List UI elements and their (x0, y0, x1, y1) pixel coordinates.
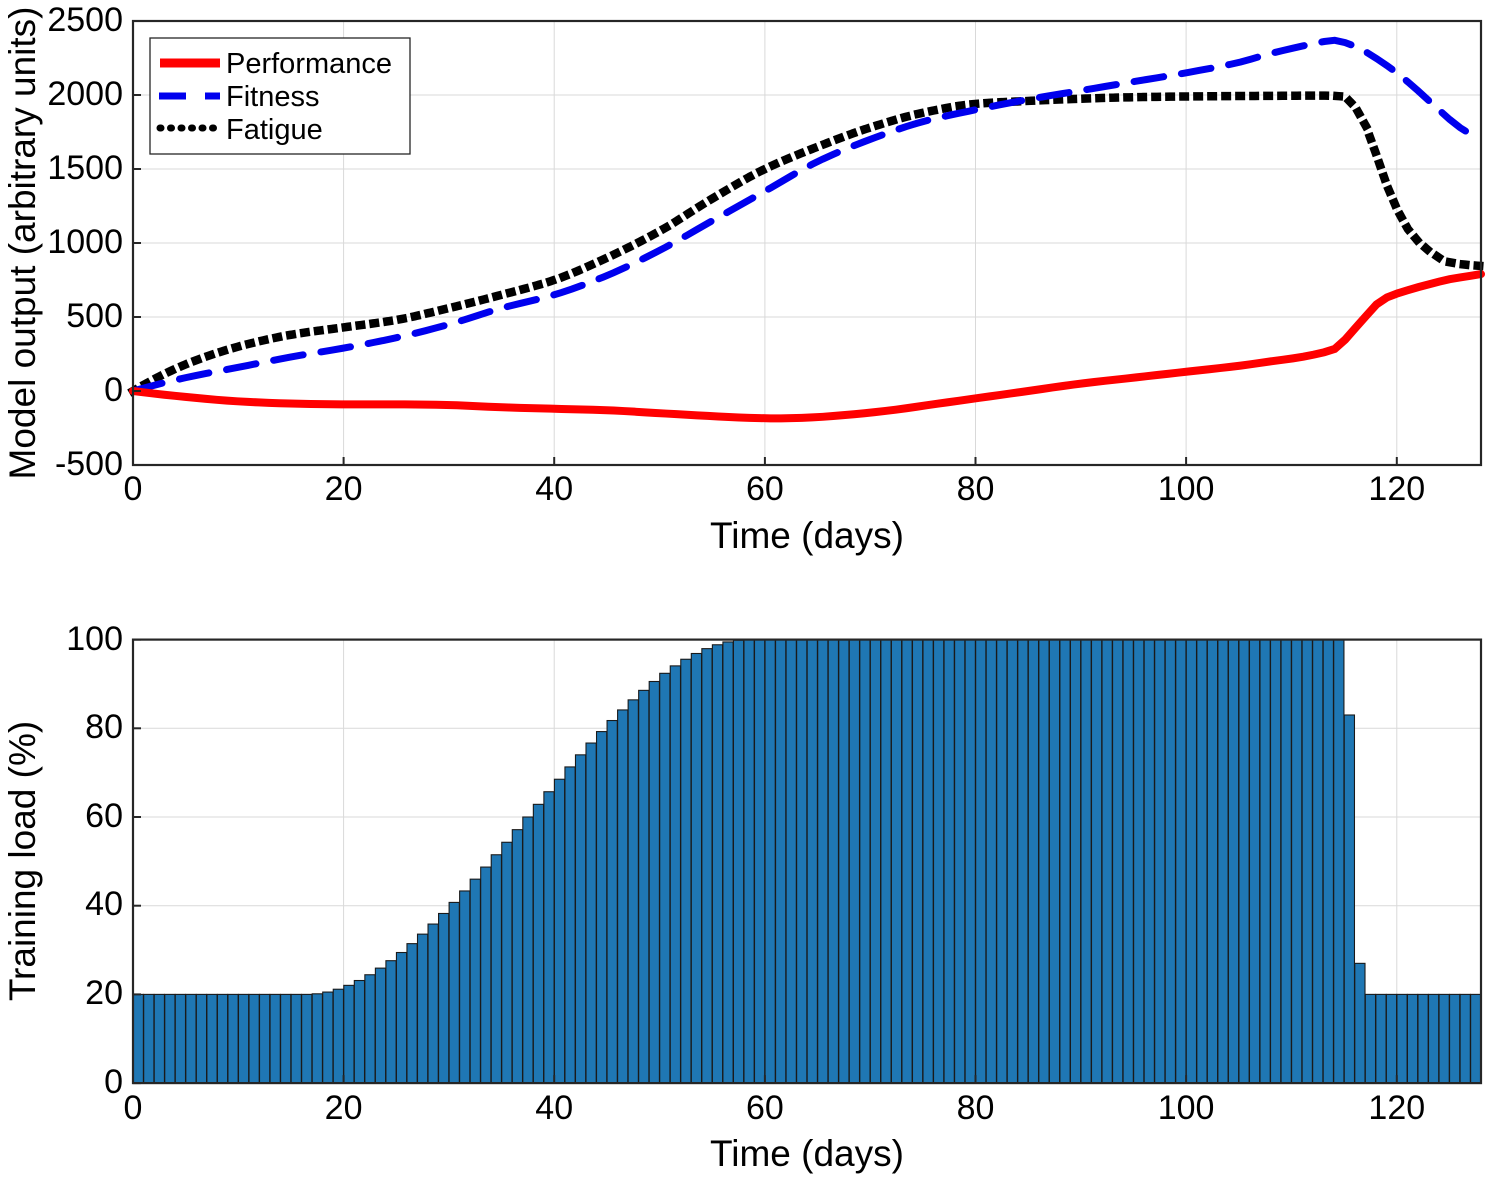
svg-text:20: 20 (325, 470, 363, 508)
svg-text:80: 80 (957, 1089, 995, 1127)
svg-text:120: 120 (1368, 1089, 1425, 1127)
svg-text:80: 80 (85, 708, 123, 746)
svg-text:Training load (%): Training load (%) (2, 721, 43, 1001)
svg-text:Model output (arbitrary units): Model output (arbitrary units) (2, 7, 43, 480)
svg-text:0: 0 (124, 1089, 143, 1127)
svg-text:40: 40 (85, 885, 123, 923)
svg-text:100: 100 (1158, 1089, 1215, 1127)
svg-text:0: 0 (104, 1063, 123, 1101)
svg-text:100: 100 (1158, 470, 1215, 508)
svg-text:20: 20 (325, 1089, 363, 1127)
svg-text:Time (days): Time (days) (710, 515, 904, 556)
svg-text:2500: 2500 (47, 1, 123, 39)
svg-text:Fatigue: Fatigue (226, 114, 323, 146)
svg-text:100: 100 (66, 620, 123, 658)
svg-text:Fitness: Fitness (226, 81, 319, 113)
svg-text:60: 60 (746, 470, 784, 508)
svg-text:Performance: Performance (226, 48, 392, 80)
svg-text:-500: -500 (55, 445, 123, 483)
svg-text:40: 40 (535, 1089, 573, 1127)
svg-text:80: 80 (957, 470, 995, 508)
svg-text:Time (days): Time (days) (710, 1133, 904, 1174)
svg-text:0: 0 (124, 470, 143, 508)
svg-text:1000: 1000 (47, 223, 123, 261)
svg-text:1500: 1500 (47, 149, 123, 187)
svg-text:500: 500 (66, 297, 123, 335)
svg-text:0: 0 (104, 371, 123, 409)
svg-text:60: 60 (85, 797, 123, 835)
svg-text:40: 40 (535, 470, 573, 508)
svg-text:120: 120 (1368, 470, 1425, 508)
svg-text:60: 60 (746, 1089, 784, 1127)
svg-text:20: 20 (85, 974, 123, 1012)
svg-text:2000: 2000 (47, 75, 123, 113)
